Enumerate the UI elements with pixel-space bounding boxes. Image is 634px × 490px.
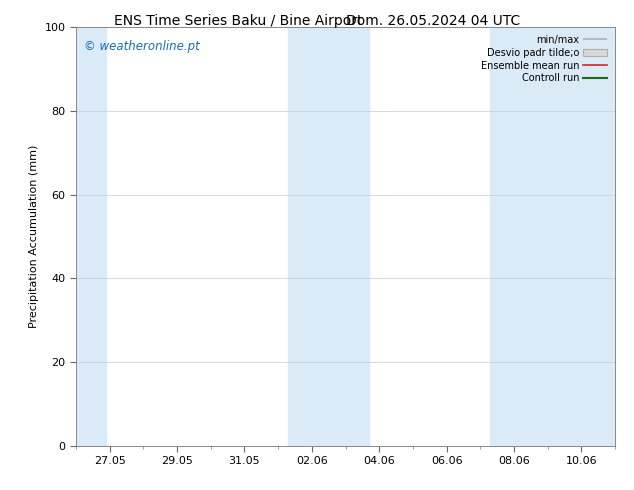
Text: ENS Time Series Baku / Bine Airport: ENS Time Series Baku / Bine Airport <box>114 14 363 28</box>
Bar <box>490 27 615 446</box>
Bar <box>288 27 369 446</box>
Legend: min/max, Desvio padr tilde;o, Ensemble mean run, Controll run: min/max, Desvio padr tilde;o, Ensemble m… <box>477 32 610 86</box>
Text: Dom. 26.05.2024 04 UTC: Dom. 26.05.2024 04 UTC <box>346 14 520 28</box>
Y-axis label: Precipitation Accumulation (mm): Precipitation Accumulation (mm) <box>29 145 39 328</box>
Bar <box>76 27 107 446</box>
Text: © weatheronline.pt: © weatheronline.pt <box>84 40 200 52</box>
